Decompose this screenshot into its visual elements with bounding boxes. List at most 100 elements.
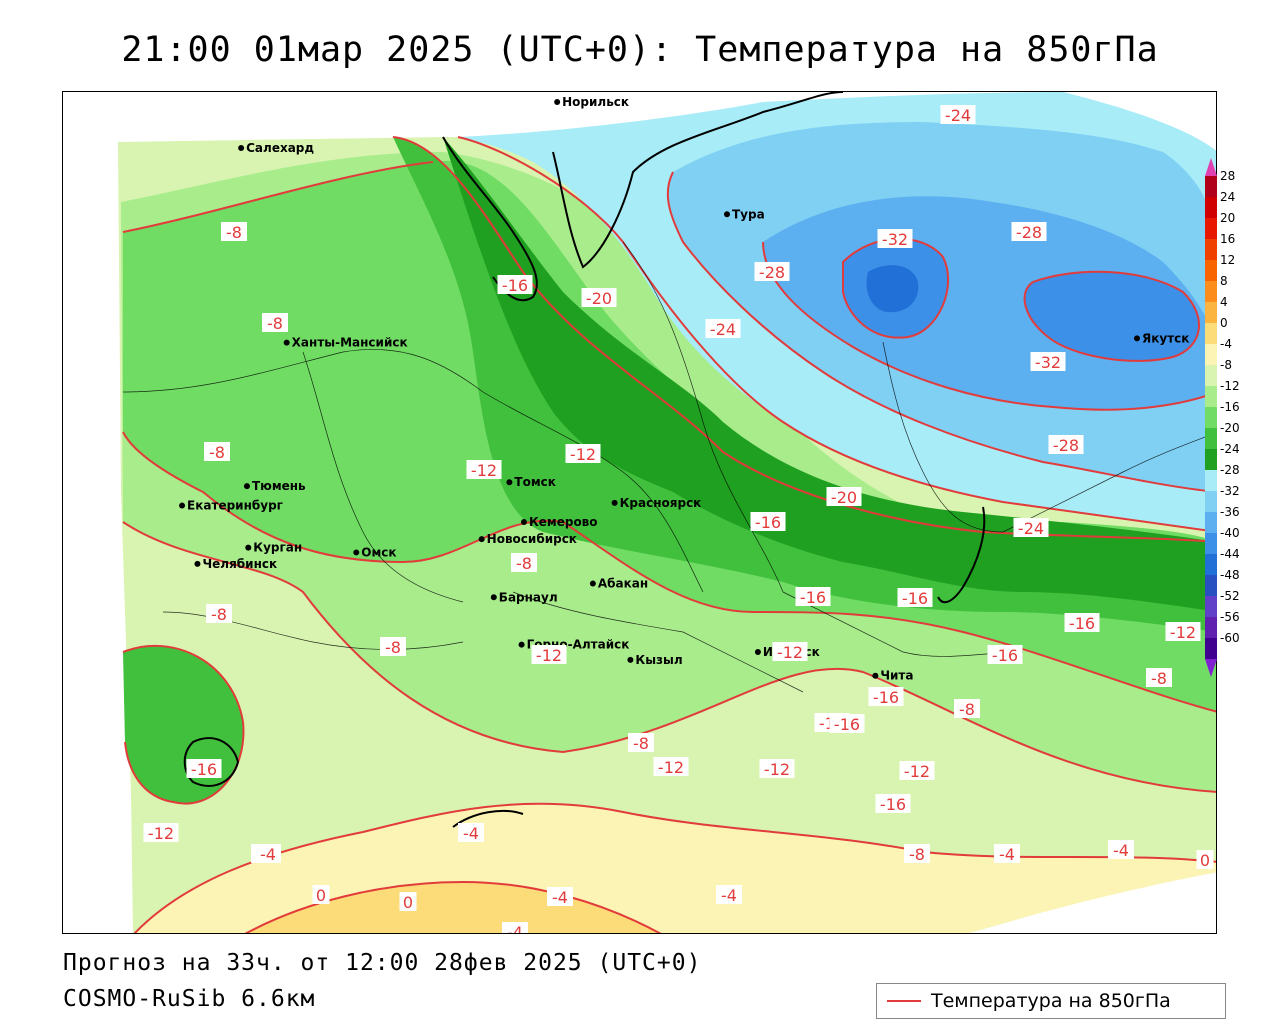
svg-text:-4: -4 <box>260 845 276 864</box>
map-legend: Температура на 850гПа <box>876 983 1226 1019</box>
colorbar-tick-label: 24 <box>1220 190 1235 204</box>
svg-text:-12: -12 <box>777 643 803 662</box>
svg-text:-8: -8 <box>909 845 925 864</box>
isotherm-label: -24 <box>1013 518 1049 538</box>
city-marker <box>724 211 731 218</box>
city-label: Салехард <box>246 141 314 155</box>
city-marker <box>353 549 360 556</box>
colorbar-tick-label: -16 <box>1220 400 1240 414</box>
isotherm-label: -4 <box>1108 840 1134 860</box>
city-label: Кызыл <box>635 653 682 667</box>
cities-layer: Норильск Якутск Салехард Тура Ханты-Мансийск… <box>179 95 1189 683</box>
city-label: Новосибирск <box>487 532 577 546</box>
temperature-colorbar: 28 24 20 16 12 8 4 0 -4 -8 -12 -16 -20 -24 -28 -32 -36 -4… <box>1205 158 1240 677</box>
city-label: Тура <box>732 207 765 221</box>
svg-text:-16: -16 <box>873 688 899 707</box>
field-band-m20 <box>443 137 1216 612</box>
isotherm-label: -8 <box>262 313 288 333</box>
isotherm-label: -12 <box>899 761 935 781</box>
city-label: Абакан <box>598 577 648 591</box>
isotherm-label: -16 <box>750 512 786 532</box>
colorbar-tick-label: -44 <box>1220 547 1240 561</box>
city-marker <box>611 499 618 506</box>
isotherm-label: -16 <box>829 714 865 734</box>
colorbar-swatch <box>1205 302 1217 323</box>
map-title: 21:00 01мар 2025 (UTC+0): Температура на… <box>121 30 1159 70</box>
temperature-map[interactable]: Норильск Якутск Салехард Тура Ханты-Мансийск… <box>63 92 1217 934</box>
svg-text:-16: -16 <box>992 646 1018 665</box>
isotherm-label: 0 <box>399 892 417 912</box>
city-marker <box>506 479 513 486</box>
border-2 <box>302 351 464 603</box>
svg-text:-24: -24 <box>1018 519 1044 538</box>
city-marker <box>520 519 527 526</box>
city-label: Кемерово <box>529 515 598 529</box>
border-7 <box>1002 432 1216 533</box>
isotherm-label: -16 <box>987 645 1023 665</box>
border-3 <box>482 391 704 593</box>
isotherm-label: -12 <box>653 757 689 777</box>
isotherm-label: 0 <box>312 885 330 905</box>
city-label: Ханты-Мансийск <box>292 336 408 350</box>
colorbar-swatch <box>1205 281 1217 302</box>
svg-text:-16: -16 <box>880 795 906 814</box>
colorbar-swatch <box>1205 239 1217 260</box>
isotherm-m16 <box>392 136 1216 543</box>
svg-text:-16: -16 <box>800 588 826 607</box>
svg-text:-12: -12 <box>1170 623 1196 642</box>
isotherm-label: -12 <box>466 460 502 480</box>
colorbar-tick-label: -36 <box>1220 505 1240 519</box>
isotherm-label: -20 <box>826 487 862 507</box>
city-marker <box>490 594 497 601</box>
city-label: Красноярск <box>620 496 702 510</box>
isotherm-label: -28 <box>754 262 790 282</box>
colorbar-tick-label: 0 <box>1220 316 1228 330</box>
isotherm-label: -12 <box>565 444 601 464</box>
isotherm-label: -24 <box>705 319 741 339</box>
forecast-info: Прогноз на 33ч. от 12:00 28фев 2025 (UTC… <box>63 950 702 976</box>
svg-text:-4: -4 <box>721 886 737 905</box>
legend-line-swatch <box>887 1000 921 1002</box>
map-frame[interactable]: Норильск Якутск Салехард Тура Ханты-Мансийск… <box>62 91 1217 934</box>
city-label: Барнаул <box>499 590 558 604</box>
isotherm-m28 <box>762 241 1216 411</box>
svg-text:-32: -32 <box>882 230 908 249</box>
isotherm-label: -16 <box>897 588 933 608</box>
isotherm-label: -4 <box>458 823 484 843</box>
isotherm-label: -4 <box>255 844 281 864</box>
svg-text:-8: -8 <box>959 700 975 719</box>
isotherm-label: -16 <box>1064 613 1100 633</box>
colorbar-tick-label: -32 <box>1220 484 1240 498</box>
svg-text:0: 0 <box>316 886 326 905</box>
svg-text:-16: -16 <box>191 760 217 779</box>
svg-text:-12: -12 <box>658 758 684 777</box>
svg-text:-24: -24 <box>710 320 736 339</box>
isotherm-label: -4 <box>547 887 573 907</box>
svg-text:-12: -12 <box>904 762 930 781</box>
colorbar-tick-label: -8 <box>1220 358 1232 372</box>
city-marker <box>238 144 245 151</box>
city-marker <box>194 560 201 567</box>
svg-text:-28: -28 <box>1016 223 1042 242</box>
svg-text:-4: -4 <box>552 888 568 907</box>
isotherm-label: -12 <box>143 823 179 843</box>
city-marker <box>1133 335 1140 342</box>
isotherm-label: -12 <box>531 645 567 665</box>
colorbar-swatch <box>1205 617 1217 638</box>
colorbar-swatch <box>1205 197 1217 218</box>
svg-text:-16: -16 <box>1069 614 1095 633</box>
colorbar-tick-label: -28 <box>1220 463 1240 477</box>
colorbar-swatch <box>1205 554 1217 575</box>
colorbar-swatch <box>1205 470 1217 491</box>
colorbar-tick-label: -52 <box>1220 589 1240 603</box>
city-label: Курган <box>253 541 302 555</box>
colorbar-swatch <box>1205 344 1217 365</box>
colorbar-swatch <box>1205 365 1217 386</box>
colorbar-tick-label: 28 <box>1220 169 1235 183</box>
border-1 <box>122 349 484 393</box>
svg-text:-8: -8 <box>1151 669 1167 688</box>
isotherm-labels-layer: -24 -8 -32 -28 -16 -20 -28 -8 -24 -32 -12 -12 -8 -28 -… <box>143 105 1214 933</box>
svg-text:0: 0 <box>1200 851 1210 870</box>
city-label: Чита <box>880 669 913 683</box>
city-label: Якутск <box>1142 331 1189 345</box>
